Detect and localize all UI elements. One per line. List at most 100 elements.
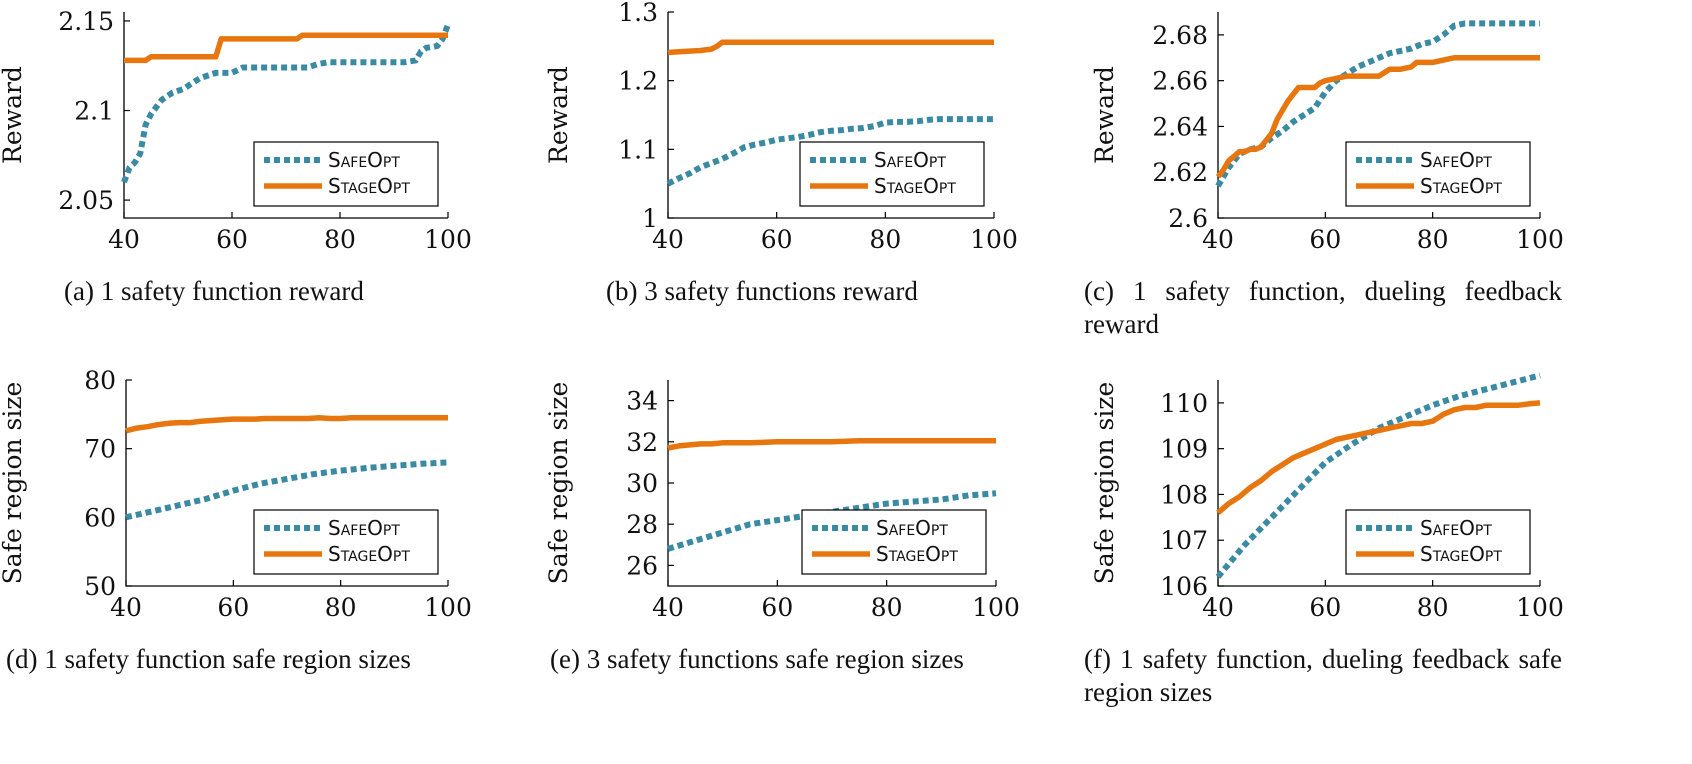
y-tick-label: 1.3	[618, 0, 658, 27]
series-line-stageopt	[1216, 400, 1541, 515]
chart-panel-c: 40 60 80 100 2.6 2.62 2.64 2.66 2.68 Reward SafeOp…	[1084, 0, 1656, 382]
x-tick-label: 100	[1516, 225, 1564, 254]
legend-label-stageopt: StageOpt	[1420, 174, 1502, 198]
figure-caption: (e) 3 safety functions safe region sizes	[550, 644, 964, 674]
y-tick-label: 34	[626, 387, 658, 416]
x-tick-label: 40	[1202, 225, 1234, 254]
x-tick-label: 80	[1417, 225, 1449, 254]
chart-svg: 40 60 80 100 2.05 2.1 2.15 Reward SafeOptStageOp…	[0, 7, 472, 254]
y-tick-label: 30	[626, 469, 658, 498]
figure-caption: (f) 1 safety function, dueling feedback …	[1084, 644, 1562, 707]
legend-label-stageopt: StageOpt	[876, 542, 958, 566]
y-axis-label: Safe region size	[546, 382, 573, 585]
series-line-safeopt	[125, 459, 449, 521]
chart-svg: 40 60 80 100 106 107 108 109 110 Safe region size…	[1092, 372, 1564, 622]
x-tick-label: 40	[110, 593, 142, 622]
chart-svg: 40 60 80 100 50 60 70 80 Safe region size SafeOpt…	[0, 370, 472, 622]
chart-panel-a: 40 60 80 100 2.05 2.1 2.15 Reward SafeOpt StageOp…	[0, 0, 564, 382]
legend-box	[801, 509, 987, 575]
x-tick-label: 80	[324, 225, 356, 254]
series-line-stageopt	[124, 32, 448, 64]
y-tick-label: 1	[642, 204, 658, 233]
legend-label-safeopt: SafeOpt	[876, 516, 948, 540]
y-tick-label: 80	[84, 370, 116, 395]
legend-label-stageopt: StageOpt	[1420, 542, 1502, 566]
legend-label-safeopt: SafeOpt	[328, 148, 400, 172]
x-tick-label: 100	[424, 225, 472, 254]
y-tick-label: 2.15	[58, 7, 114, 36]
series-line-safeopt	[1215, 20, 1540, 188]
y-tick-label: 108	[1160, 480, 1208, 509]
y-tick-label: 26	[626, 551, 658, 580]
x-tick-label: 40	[652, 593, 684, 622]
legend-box	[253, 141, 439, 207]
y-axis-label: Reward	[546, 66, 573, 164]
x-tick-label: 60	[761, 225, 793, 254]
y-tick-label: 1.2	[618, 67, 658, 96]
x-tick-label: 80	[869, 225, 901, 254]
x-tick-label: 80	[325, 593, 357, 622]
x-tick-label: 40	[652, 225, 684, 254]
y-tick-label: 28	[626, 510, 658, 539]
x-tick-label: 100	[424, 593, 472, 622]
legend-label-stageopt: StageOpt	[874, 174, 956, 198]
legend-box	[253, 509, 439, 575]
series-line-stageopt	[1215, 55, 1540, 179]
y-axis-label: Safe region size	[0, 382, 27, 585]
y-tick-label: 109	[1160, 435, 1208, 464]
legend-label-safeopt: SafeOpt	[328, 516, 400, 540]
x-tick-label: 60	[761, 593, 793, 622]
y-tick-label: 2.62	[1152, 158, 1208, 187]
x-tick-label: 80	[1417, 593, 1449, 622]
legend-label-stageopt: StageOpt	[328, 174, 410, 198]
chart-panel-f: 40 60 80 100 106 107 108 109 110 Safe region size…	[1084, 370, 1656, 752]
y-tick-label: 2.66	[1152, 67, 1208, 96]
y-tick-label: 2.68	[1152, 21, 1208, 50]
chart-svg: 40 60 80 100 2.6 2.62 2.64 2.66 2.68 Reward SafeOp…	[1092, 12, 1564, 254]
chart-panel-e: 40 60 80 100 26 28 30 32 34 Safe region size SafeO…	[546, 370, 1110, 752]
y-tick-label: 1.1	[618, 135, 658, 164]
y-axis-label: Reward	[1092, 66, 1119, 164]
y-tick-label: 106	[1160, 572, 1208, 601]
y-tick-label: 2.05	[58, 186, 114, 215]
y-tick-label: 2.6	[1168, 204, 1208, 233]
x-tick-label: 60	[217, 593, 249, 622]
x-tick-label: 100	[972, 593, 1020, 622]
legend-label-safeopt: SafeOpt	[1420, 516, 1492, 540]
figure-caption: (a) 1 safety function reward	[64, 276, 364, 306]
legend-label-safeopt: SafeOpt	[874, 148, 946, 172]
figure-caption: (b) 3 safety functions reward	[606, 276, 918, 306]
series-line-stageopt	[667, 39, 994, 56]
y-tick-label: 2.64	[1152, 112, 1208, 141]
legend-box	[1345, 141, 1531, 207]
x-tick-label: 60	[1309, 225, 1341, 254]
legend-box	[799, 141, 985, 207]
chart-svg: 40 60 80 100 26 28 30 32 34 Safe region size SafeO…	[546, 380, 1020, 622]
x-tick-label: 100	[1516, 593, 1564, 622]
x-tick-label: 80	[871, 593, 903, 622]
series-line-safeopt	[121, 23, 451, 184]
series-line-stageopt	[125, 415, 448, 434]
x-tick-label: 40	[108, 225, 140, 254]
x-tick-label: 40	[1202, 593, 1234, 622]
y-axis-label: Reward	[0, 66, 27, 164]
x-tick-label: 100	[970, 225, 1018, 254]
figure-caption: (d) 1 safety function safe region sizes	[6, 644, 411, 674]
y-tick-label: 70	[84, 435, 116, 464]
figure-caption: (c) 1 safety function, dueling feedback …	[1084, 276, 1562, 339]
y-tick-label: 110	[1160, 389, 1208, 418]
y-tick-label: 107	[1160, 526, 1208, 555]
chart-panel-d: 40 60 80 100 50 60 70 80 Safe region size SafeOpt…	[0, 370, 564, 752]
series-line-stageopt	[667, 438, 996, 451]
y-tick-label: 2.1	[74, 97, 114, 126]
series-line-safeopt	[666, 116, 994, 187]
legend-box	[1345, 509, 1531, 575]
chart-panel-b: 40 60 80 100 1 1.1 1.2 1.3 Reward SafeOpt StageOpt…	[546, 0, 1110, 382]
x-tick-label: 60	[216, 225, 248, 254]
